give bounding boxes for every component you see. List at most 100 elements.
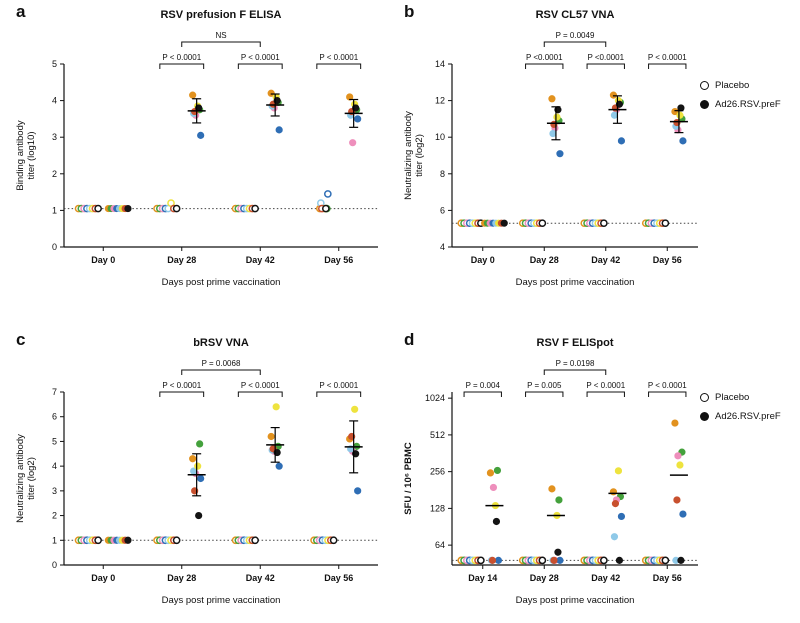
- significance-bracket-span: [543, 41, 607, 47]
- data-point: [189, 455, 197, 463]
- p-value-label: P < 0.0001: [319, 381, 358, 390]
- data-point: [677, 556, 685, 564]
- data-point: [600, 219, 608, 228]
- data-point: [549, 129, 557, 138]
- significance-bracket-span: [181, 369, 261, 375]
- significance-bracket: [237, 391, 283, 397]
- data-point: [94, 204, 102, 213]
- elisa-chart: RSV prefusion F ELISA 0 1 2 3 4 5 Day 0 Day 28 Da…: [15, 9, 378, 288]
- data-point: [556, 556, 564, 564]
- data-point: [323, 190, 332, 198]
- data-point: [548, 95, 556, 103]
- p-value-label: P = 0.0049: [556, 31, 595, 40]
- y-axis-label: SFU / 10⁶ PBMC: [403, 442, 414, 515]
- data-point: [194, 462, 202, 470]
- y-tick-label: 5: [52, 59, 57, 69]
- data-point: [251, 536, 259, 545]
- data-point: [617, 512, 626, 521]
- p-value-label: P = 0.0198: [556, 359, 595, 368]
- y-tick-label: 128: [430, 503, 445, 513]
- data-point: [272, 403, 280, 411]
- panel-rsv-cl57-vna: b RSV CL57 VNA 4 6 8 10 12 14 Day 0 Day 28 Day 42…: [398, 2, 708, 302]
- data-point: [500, 219, 508, 227]
- data-point: [674, 452, 682, 460]
- legend-item-placebo: Placebo: [700, 80, 781, 91]
- y-tick-label: 3: [52, 486, 57, 496]
- data-point: [679, 137, 687, 145]
- data-point: [189, 91, 197, 99]
- y-tick-label: 6: [440, 205, 445, 215]
- data-point: [617, 137, 626, 145]
- data-point: [610, 533, 619, 541]
- x-tick-label: Day 56: [653, 573, 682, 583]
- data-point: [124, 204, 132, 213]
- legend-label-vaccine: Ad26.RSV.preF: [715, 99, 781, 110]
- data-point: [354, 487, 362, 495]
- y-tick-label: 2: [52, 169, 57, 179]
- panel-letter-b: b: [404, 2, 415, 21]
- filled-circle-icon: [700, 100, 709, 109]
- significance-bracket-span: [543, 369, 607, 375]
- legend-label-vaccine: Ad26.RSV.preF: [715, 411, 781, 422]
- y-tick-label: 4: [440, 242, 445, 252]
- data-point: [676, 461, 684, 469]
- significance-bracket: [463, 391, 502, 397]
- y-tick-label: 1: [52, 205, 57, 215]
- data-point: [494, 556, 503, 564]
- cl57-vna-chart: RSV CL57 VNA 4 6 8 10 12 14 Day 0 Day 28 Day 42 Da…: [403, 9, 698, 288]
- y-tick-label: 14: [435, 59, 445, 69]
- x-tick-label: Day 42: [246, 573, 275, 583]
- x-tick-label: Day 28: [530, 255, 559, 265]
- legend-label-placebo: Placebo: [715, 392, 750, 403]
- p-value-label: P <0.0001: [587, 53, 624, 62]
- data-point: [124, 536, 132, 544]
- x-tick-label: Day 0: [91, 255, 115, 265]
- significance-bracket: [586, 63, 625, 69]
- data-point: [197, 131, 205, 139]
- legend-item-vaccine: Ad26.RSV.preF: [700, 411, 781, 422]
- legend-bottom: Placebo Ad26.RSV.preF: [700, 392, 781, 430]
- y-tick-label: 0: [52, 242, 57, 252]
- significance-bracket: [237, 63, 283, 69]
- data-point: [321, 204, 330, 213]
- data-point: [489, 483, 498, 492]
- data-point: [679, 510, 687, 518]
- data-point: [488, 556, 497, 564]
- data-point: [671, 419, 679, 427]
- significance-bracket: [316, 63, 362, 69]
- x-axis-label: Days post prime vaccination: [516, 595, 635, 606]
- x-tick-label: Day 0: [91, 573, 115, 583]
- data-point: [275, 462, 283, 470]
- y-tick-label: 12: [435, 96, 445, 106]
- x-tick-label: Day 56: [324, 573, 353, 583]
- p-value-label: P < 0.0001: [319, 53, 358, 62]
- p-value-label: P < 0.0001: [162, 381, 201, 390]
- open-circle-icon: [700, 81, 709, 90]
- data-point: [351, 405, 359, 413]
- data-point: [172, 536, 181, 545]
- data-point: [673, 496, 681, 504]
- p-value-label: P <0.0001: [526, 53, 563, 62]
- data-point: [661, 219, 670, 228]
- chart-title: RSV F ELISpot: [537, 337, 614, 349]
- chart-title: RSV CL57 VNA: [536, 9, 615, 21]
- data-point: [610, 111, 619, 119]
- y-axis-label: titer (log2): [26, 457, 37, 500]
- data-point: [493, 466, 502, 475]
- data-point: [538, 556, 547, 565]
- y-axis-label: Neutralizing antibody: [403, 111, 414, 200]
- p-value-label: P < 0.0001: [162, 53, 201, 62]
- y-tick-label: 0: [52, 560, 57, 570]
- p-value-label: NS: [215, 31, 226, 40]
- x-tick-label: Day 28: [167, 255, 196, 265]
- brsv-vna-chart: bRSV VNA 0 1 2 3 4 5 6 7 Day 0 Day 28 Day 42 Day 56 D…: [15, 337, 378, 606]
- panel-rsv-f-elispot: d RSV F ELISpot 64 128 256 512 1024 Day 14 Day …: [398, 330, 708, 620]
- x-tick-label: Day 28: [530, 573, 559, 583]
- significance-bracket: [586, 391, 625, 397]
- significance-bracket: [648, 63, 687, 69]
- data-point: [251, 204, 259, 213]
- chart-title: RSV prefusion F ELISA: [160, 9, 281, 21]
- data-point: [275, 126, 283, 134]
- y-tick-label: 256: [430, 467, 445, 477]
